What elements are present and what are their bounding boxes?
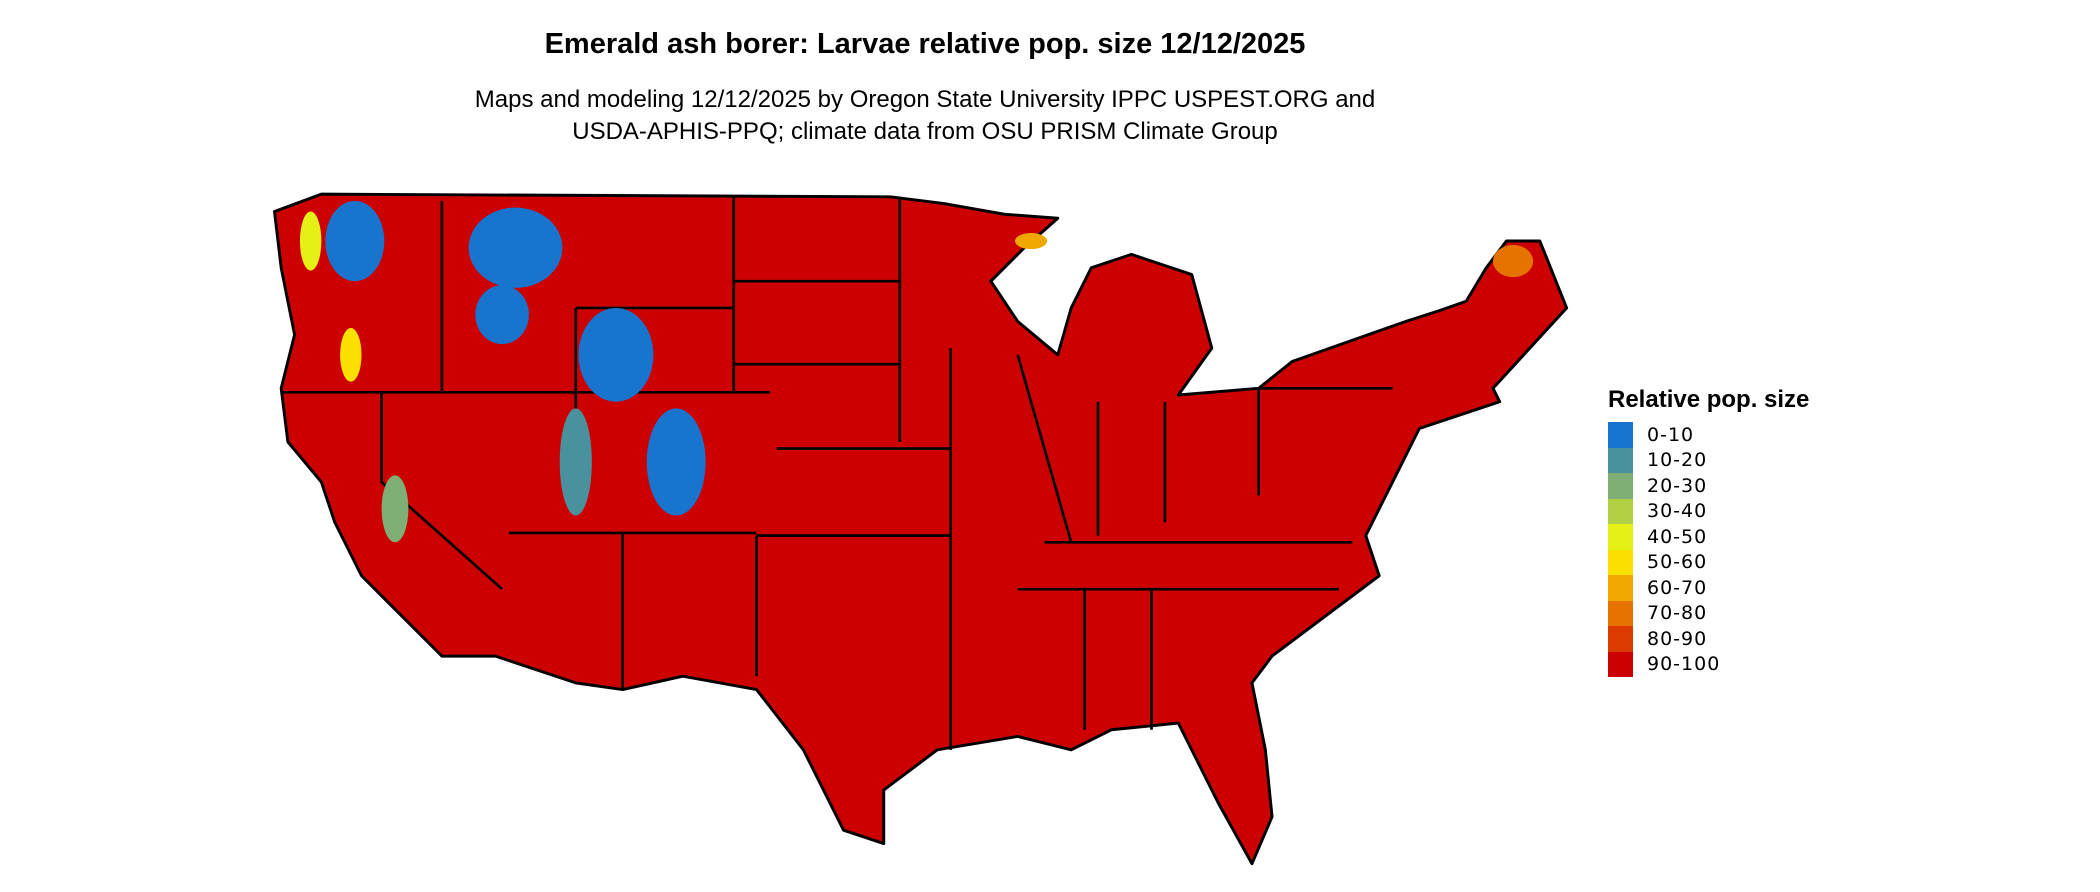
legend-label: 50-60 (1647, 551, 1708, 574)
legend-swatch (1608, 422, 1633, 448)
state-borders (281, 196, 1393, 750)
low-population-zones (299, 200, 1534, 543)
legend-label: 30-40 (1647, 500, 1708, 523)
legend-label: 0-10 (1647, 423, 1695, 446)
legend-swatch (1608, 447, 1633, 473)
legend-item: 60-70 (1608, 575, 1809, 601)
us-outline (273, 192, 1569, 866)
legend-swatch (1608, 549, 1633, 575)
legend-label: 20-30 (1647, 474, 1708, 497)
legend-swatch (1608, 600, 1633, 626)
legend-swatch (1608, 498, 1633, 524)
map-title: Emerald ash borer: Larvae relative pop. … (544, 28, 1306, 60)
legend-label: 70-80 (1647, 602, 1708, 625)
legend-swatch (1608, 473, 1633, 499)
legend-label: 40-50 (1647, 525, 1708, 548)
legend-item: 50-60 (1608, 549, 1809, 575)
legend-swatch (1608, 524, 1633, 550)
legend-swatch (1608, 575, 1633, 601)
legend-item: 70-80 (1608, 600, 1809, 626)
legend-item: 90-100 (1608, 651, 1809, 677)
legend-swatch (1608, 651, 1633, 677)
legend-item: 10-20 (1608, 447, 1809, 473)
legend-item: 80-90 (1608, 626, 1809, 652)
legend-label: 80-90 (1647, 627, 1708, 650)
legend-label: 10-20 (1647, 449, 1708, 472)
legend-title: Relative pop. size (1608, 386, 1810, 413)
legend-item: 30-40 (1608, 498, 1809, 524)
legend-label: 90-100 (1647, 653, 1721, 676)
legend-swatch (1608, 626, 1633, 652)
map-subtitle-line-1: Maps and modeling 12/12/2025 by Oregon S… (474, 86, 1376, 113)
legend-item: 40-50 (1608, 524, 1809, 550)
legend-item: 0-10 (1608, 422, 1809, 448)
legend-item: 20-30 (1608, 473, 1809, 499)
legend: Relative pop. size 0-10 10-20 20-30 30-40 40… (1608, 386, 1809, 677)
legend-label: 60-70 (1647, 576, 1708, 599)
map-subtitle-line-2: USDA-APHIS-PPQ; climate data from OSU PR… (572, 118, 1278, 145)
